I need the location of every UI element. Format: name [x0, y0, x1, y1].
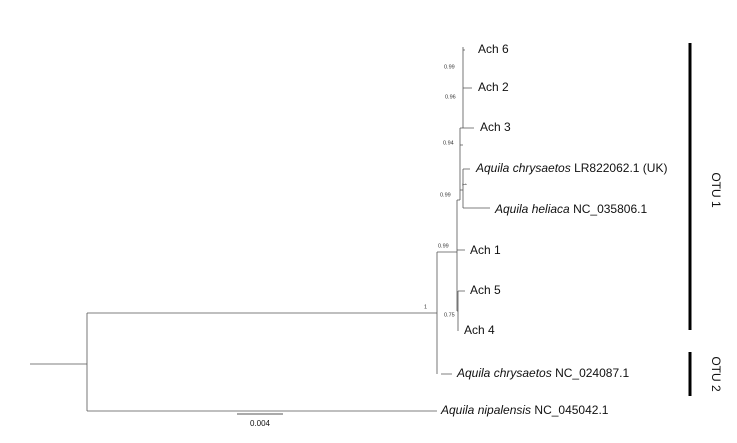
leaf-label: Ach 6	[478, 42, 509, 56]
otu-label: OTU 2	[709, 356, 723, 392]
support-value: 0.94	[443, 140, 454, 146]
support-value: 0.75	[444, 312, 455, 318]
leaf-label: Aquila heliaca NC_035806.1	[494, 202, 647, 216]
leaf-label: Ach 1	[470, 243, 501, 257]
accession: NC_045042.1	[534, 403, 608, 417]
species: Aquila nipalensis	[440, 403, 531, 417]
species: Aquila chrysaetos	[475, 161, 571, 175]
accession: NC_024087.1	[555, 366, 629, 380]
leaf-label: Aquila chrysaetos LR822062.1 (UK)	[475, 161, 667, 175]
otu-label: OTU 1	[709, 172, 723, 208]
support-value: 0.99	[444, 64, 455, 70]
leaf-label: Ach 2	[478, 80, 509, 94]
leaf-label: Ach 3	[480, 120, 511, 134]
leaf-label: Aquila nipalensis NC_045042.1	[440, 403, 609, 417]
support-value: 1	[461, 183, 467, 186]
accession: NC_035806.1	[573, 202, 647, 216]
support-value: 1	[424, 304, 427, 310]
leaf-label: Ach 5	[470, 283, 501, 297]
support-value: 0.96	[445, 94, 456, 100]
species: Aquila heliaca	[494, 202, 570, 216]
species: Aquila chrysaetos	[456, 366, 552, 380]
leaf-label: Aquila chrysaetos NC_024087.1	[456, 366, 629, 380]
accession: LR822062.1 (UK)	[574, 161, 667, 175]
support-value: 0.99	[438, 243, 449, 249]
branches	[30, 47, 490, 412]
scale-label: 0.004	[250, 419, 271, 428]
leaf-label: Ach 4	[464, 323, 495, 337]
support-value: 0.99	[440, 192, 451, 198]
